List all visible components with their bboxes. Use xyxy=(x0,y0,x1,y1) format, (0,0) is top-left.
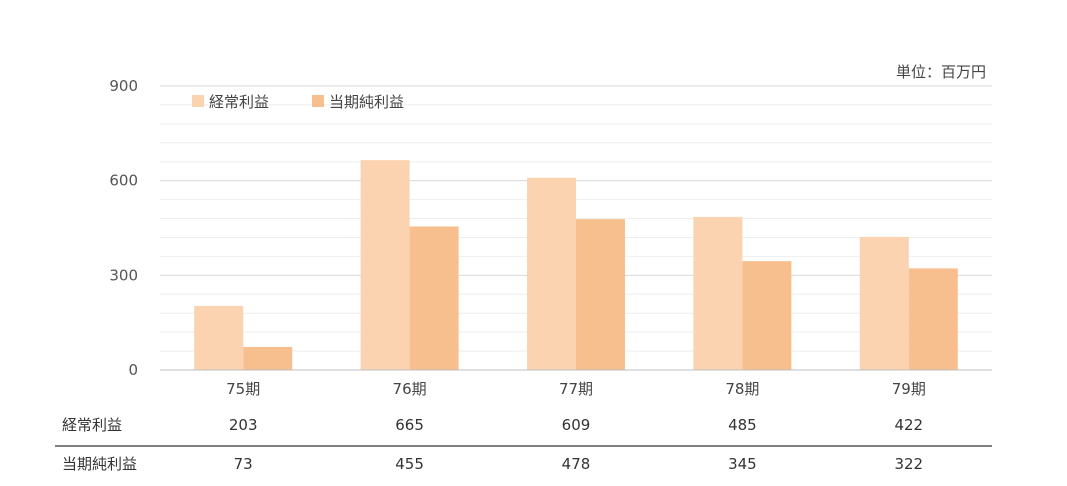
table-cell: 485 xyxy=(728,416,757,434)
table-row-label-ordinary-profit: 経常利益 xyxy=(62,416,122,434)
x-category-label: 79期 xyxy=(892,380,926,398)
legend-item-ordinary-profit: 経常利益 xyxy=(192,93,269,111)
table-cell: 665 xyxy=(395,416,424,434)
y-tick-label: 900 xyxy=(109,77,138,95)
bar-ordinary-profit-3 xyxy=(527,177,576,370)
unit-label: 単位：百万円 xyxy=(896,63,986,81)
table-row-label-net-profit: 当期純利益 xyxy=(62,455,137,473)
data-table: 経常利益 当期純利益 203 665 609 485 422 73 455 478 345 322 xyxy=(55,416,992,473)
table-cell: 422 xyxy=(894,416,923,434)
x-category-label: 76期 xyxy=(393,380,427,398)
x-category-label: 78期 xyxy=(725,380,759,398)
bar-net-profit-5 xyxy=(908,268,958,370)
table-cell: 322 xyxy=(894,455,923,473)
bar-net-profit-3 xyxy=(576,219,625,370)
bars xyxy=(194,160,958,370)
table-cell: 478 xyxy=(562,455,591,473)
y-axis-ticks: 0 300 600 900 xyxy=(109,77,138,379)
legend-label-ordinary-profit: 経常利益 xyxy=(209,93,269,111)
legend-item-net-profit: 当期純利益 xyxy=(312,93,404,111)
bar-ordinary-profit-5 xyxy=(859,236,909,370)
y-tick-label: 0 xyxy=(128,361,138,379)
table-cell: 455 xyxy=(395,455,424,473)
x-category-label: 75期 xyxy=(226,380,260,398)
table-cell: 609 xyxy=(562,416,591,434)
bar-net-profit-2 xyxy=(409,226,459,370)
bar-ordinary-profit-2 xyxy=(360,160,410,370)
y-tick-label: 300 xyxy=(109,266,138,284)
legend-label-net-profit: 当期純利益 xyxy=(329,93,404,111)
bar-ordinary-profit-4 xyxy=(693,216,743,370)
table-cell: 73 xyxy=(234,455,253,473)
table-values: 203 665 609 485 422 73 455 478 345 322 xyxy=(229,416,923,473)
bar-ordinary-profit-1 xyxy=(194,305,244,370)
table-cell: 203 xyxy=(229,416,258,434)
x-category-label: 77期 xyxy=(559,380,593,398)
legend: 経常利益 当期純利益 xyxy=(192,93,404,111)
bar-net-profit-1 xyxy=(243,346,293,370)
bar-net-profit-4 xyxy=(742,261,792,370)
legend-swatch-ordinary-profit xyxy=(192,95,204,107)
legend-swatch-net-profit xyxy=(312,95,324,107)
table-cell: 345 xyxy=(728,455,757,473)
x-axis-categories: 75期 76期 77期 78期 79期 xyxy=(226,380,926,398)
y-tick-label: 600 xyxy=(109,172,138,190)
